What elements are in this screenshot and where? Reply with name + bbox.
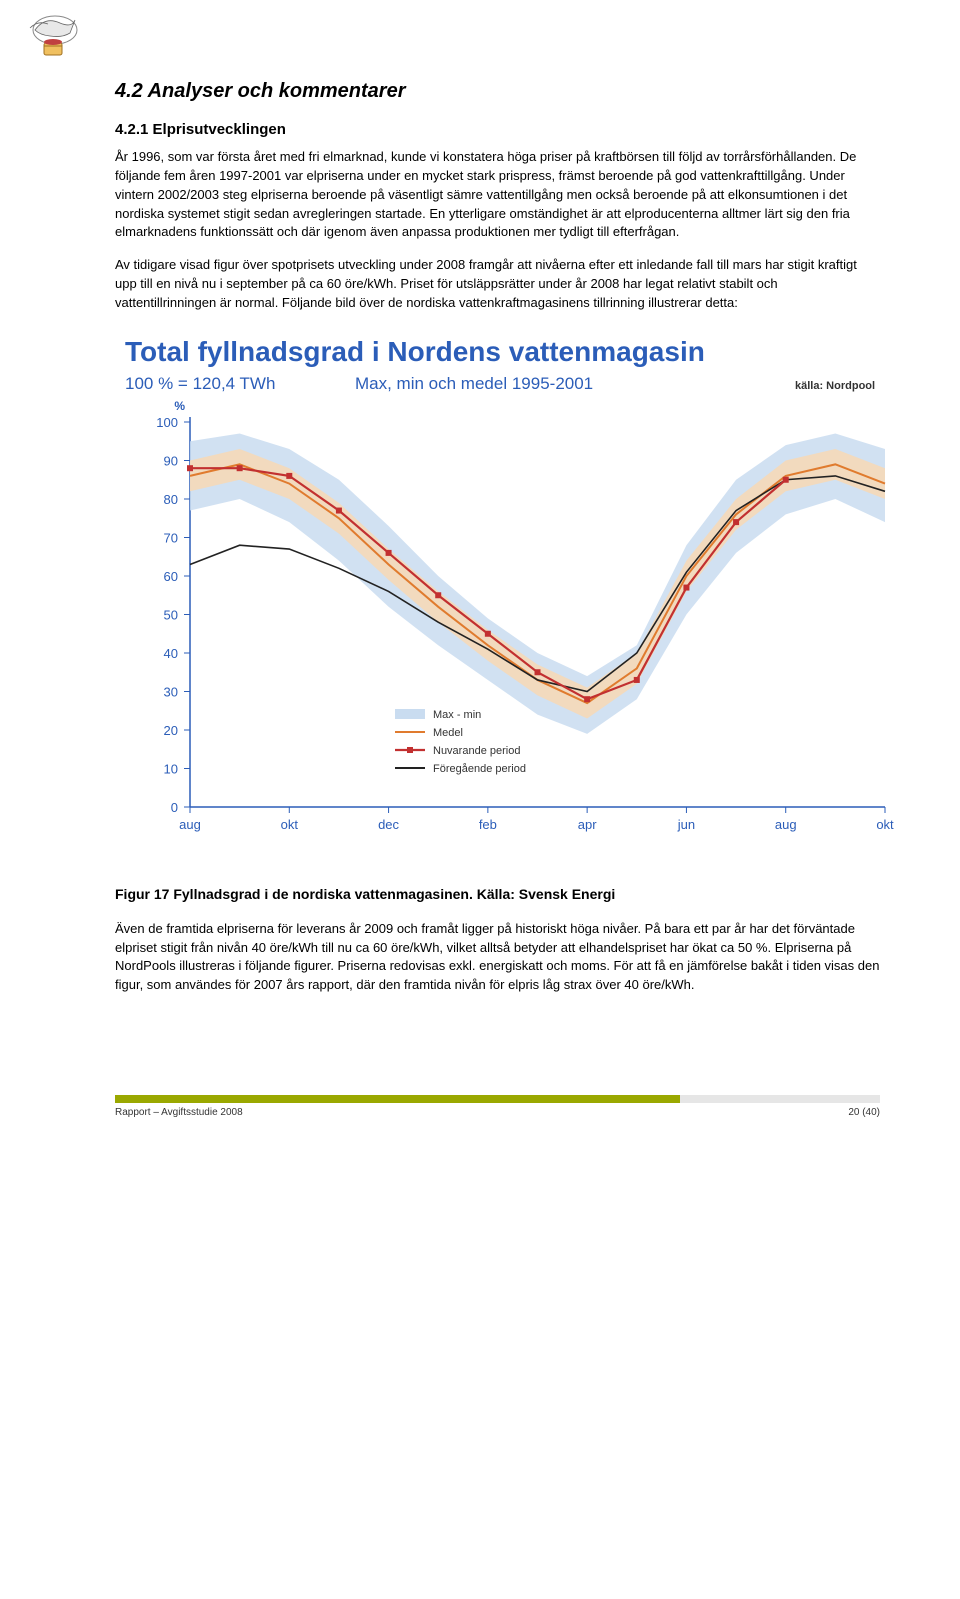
svg-text:okt: okt <box>281 817 299 832</box>
footer-rule <box>115 1095 880 1103</box>
svg-text:70: 70 <box>164 530 178 545</box>
svg-text:30: 30 <box>164 684 178 699</box>
header-logo <box>20 8 90 63</box>
svg-text:okt: okt <box>876 817 894 832</box>
svg-text:Max, min och medel 1995-2001: Max, min och medel 1995-2001 <box>355 374 593 393</box>
paragraph-3: Även de framtida elpriserna för leverans… <box>115 920 880 995</box>
paragraph-1: År 1996, som var första året med fri elm… <box>115 148 880 242</box>
svg-text:dec: dec <box>378 817 399 832</box>
svg-text:källa: Nordpool: källa: Nordpool <box>795 380 875 392</box>
svg-text:apr: apr <box>578 817 597 832</box>
footer-right: 20 (40) <box>848 1107 880 1118</box>
svg-text:90: 90 <box>164 453 178 468</box>
svg-text:jun: jun <box>677 817 695 832</box>
svg-text:100 % = 120,4 TWh: 100 % = 120,4 TWh <box>125 374 275 393</box>
paragraph-2: Av tidigare visad figur över spotprisets… <box>115 256 880 313</box>
page-footer: Rapport – Avgiftsstudie 2008 20 (40) <box>0 1095 960 1138</box>
svg-text:feb: feb <box>479 817 497 832</box>
svg-text:80: 80 <box>164 492 178 507</box>
svg-text:aug: aug <box>775 817 797 832</box>
svg-text:%: % <box>174 399 185 413</box>
svg-text:0: 0 <box>171 800 178 815</box>
svg-text:Max - min: Max - min <box>433 709 481 721</box>
svg-text:aug: aug <box>179 817 201 832</box>
svg-text:60: 60 <box>164 569 178 584</box>
svg-text:Medel: Medel <box>433 727 463 739</box>
svg-text:Total fyllnadsgrad i Nordens v: Total fyllnadsgrad i Nordens vattenmagas… <box>125 336 705 367</box>
svg-text:100: 100 <box>156 415 178 430</box>
subsection-heading: 4.2.1 Elprisutvecklingen <box>115 121 880 138</box>
svg-text:10: 10 <box>164 761 178 776</box>
svg-text:Nuvarande period: Nuvarande period <box>433 745 520 757</box>
svg-text:50: 50 <box>164 607 178 622</box>
svg-text:40: 40 <box>164 646 178 661</box>
svg-text:Föregående period: Föregående period <box>433 763 526 775</box>
svg-text:20: 20 <box>164 723 178 738</box>
footer-left: Rapport – Avgiftsstudie 2008 <box>115 1107 243 1118</box>
section-heading: 4.2 Analyser och kommentarer <box>115 80 880 103</box>
figure-fyllnadsgrad: Total fyllnadsgrad i Nordens vattenmagas… <box>95 327 880 872</box>
figure-caption: Figur 17 Fyllnadsgrad i de nordiska vatt… <box>115 886 880 902</box>
